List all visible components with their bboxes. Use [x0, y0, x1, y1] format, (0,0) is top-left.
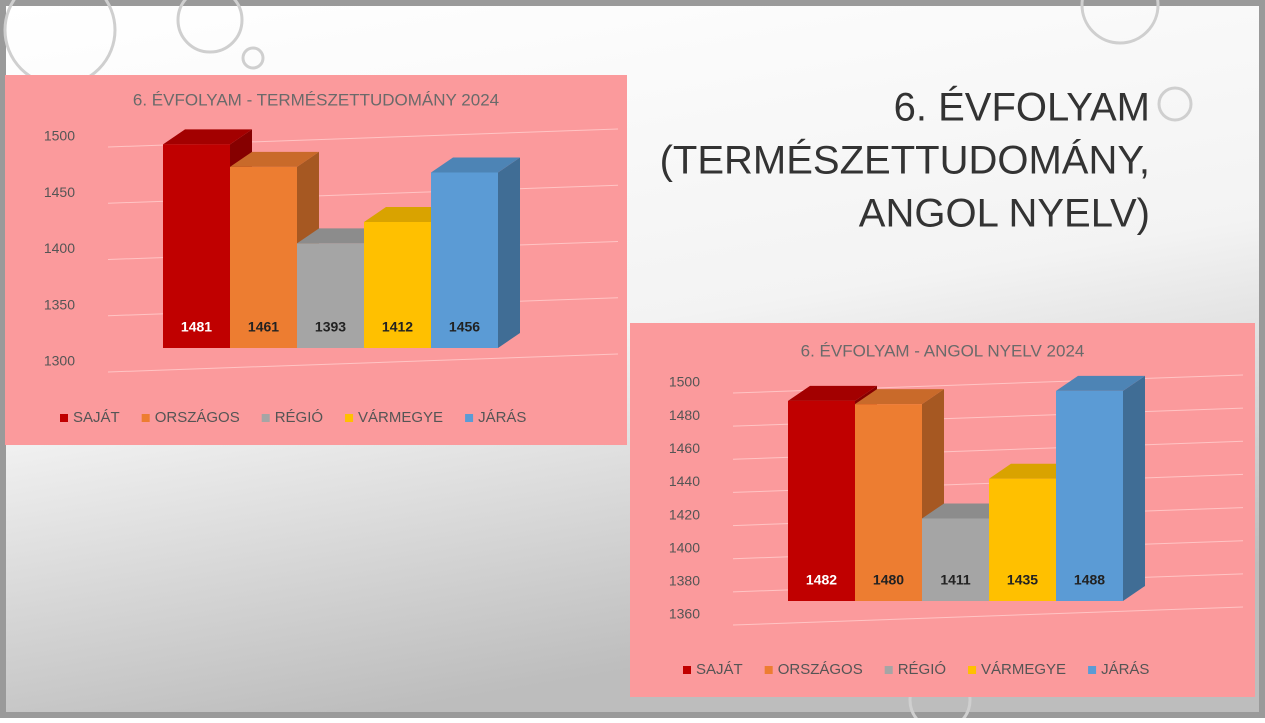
data-label: 1456 — [449, 319, 480, 335]
data-label: 1488 — [1074, 572, 1105, 588]
y-tick-label: 1420 — [669, 506, 700, 522]
legend-label: ORSZÁGOS — [778, 661, 863, 678]
bar — [989, 478, 1056, 601]
legend-swatch — [141, 414, 150, 422]
bar — [163, 144, 230, 348]
bar — [1056, 390, 1123, 601]
data-label: 1412 — [382, 319, 413, 335]
data-label: 1480 — [873, 572, 904, 588]
bar-top — [989, 463, 1078, 479]
y-tick-label: 1500 — [44, 128, 75, 144]
data-label: 1393 — [315, 319, 346, 335]
slide-title-line: ANGOL NYELV) — [859, 192, 1150, 236]
bar — [230, 166, 297, 348]
slide-title-line: 6. ÉVFOLYAM — [894, 85, 1150, 130]
chart-title: 6. ÉVFOLYAM - TERMÉSZETTUDOMÁNY 2024 — [133, 90, 499, 109]
y-tick-label: 1380 — [669, 573, 700, 589]
legend-label: RÉGIÓ — [898, 661, 946, 678]
legend-swatch — [345, 414, 354, 422]
legend-swatch — [60, 414, 68, 422]
slide-title-line: (TERMÉSZETTUDOMÁNY, — [660, 138, 1150, 183]
data-label: 1435 — [1007, 572, 1038, 588]
chart: 6. ÉVFOLYAM - TERMÉSZETTUDOMÁNY 2024 1300… — [5, 75, 627, 445]
data-label: 1482 — [806, 572, 837, 588]
bar-side — [1123, 375, 1145, 601]
bar — [788, 400, 855, 601]
y-tick-label: 1350 — [44, 296, 75, 312]
y-tick-label: 1480 — [669, 407, 700, 423]
legend-label: RÉGIÓ — [275, 409, 323, 426]
legend-swatch — [465, 414, 474, 422]
legend-label: JÁRÁS — [478, 409, 526, 426]
legend-label: VÁRMEGYE — [358, 409, 443, 426]
y-tick-label: 1440 — [669, 473, 700, 489]
slide-title: 6. ÉVFOLYAM (TERMÉSZETTUDOMÁNY, ANGOL NYEL… — [660, 85, 1150, 236]
y-tick-label: 1400 — [669, 539, 700, 555]
legend-label: ORSZÁGOS — [155, 409, 240, 426]
chart: 6. ÉVFOLYAM - ANGOL NYELV 2024 1360 1380 14… — [630, 323, 1255, 697]
bar-top — [1056, 375, 1145, 391]
bar — [922, 518, 989, 601]
legend-swatch — [764, 666, 773, 674]
data-label: 1411 — [940, 572, 971, 588]
legend-label: SAJÁT — [696, 661, 743, 678]
bar-top — [431, 157, 520, 173]
legend-swatch — [968, 666, 977, 674]
y-tick-label: 1460 — [669, 440, 700, 456]
bar-top — [855, 389, 944, 405]
legend-label: SAJÁT — [73, 409, 120, 426]
grid-line — [107, 353, 619, 373]
chart-title: 6. ÉVFOLYAM - ANGOL NYELV 2024 — [801, 341, 1085, 360]
bar-side — [498, 157, 520, 348]
y-tick-label: 1500 — [669, 374, 700, 390]
y-tick-label: 1360 — [669, 606, 700, 622]
legend-swatch — [1088, 666, 1097, 674]
bar — [364, 222, 431, 348]
bar-top — [364, 207, 453, 222]
legend-label: VÁRMEGYE — [981, 661, 1066, 678]
legend-swatch — [884, 666, 893, 674]
bar — [855, 404, 922, 601]
legend-swatch — [683, 666, 691, 674]
bar — [297, 243, 364, 348]
y-tick-label: 1450 — [44, 184, 75, 200]
bar-top — [297, 228, 386, 244]
bar — [431, 172, 498, 348]
grid-line — [732, 606, 1244, 626]
bar-top — [230, 151, 319, 167]
charts: 6. ÉVFOLYAM - TERMÉSZETTUDOMÁNY 2024 1300… — [5, 75, 1255, 697]
y-tick-label: 1300 — [44, 353, 75, 369]
y-tick-label: 1400 — [44, 240, 75, 256]
data-label: 1481 — [181, 319, 212, 335]
bar-top — [163, 129, 252, 145]
legend-swatch — [261, 414, 270, 422]
bar-top — [922, 503, 1011, 519]
bar-top — [788, 385, 877, 401]
data-label: 1461 — [248, 319, 279, 335]
legend-label: JÁRÁS — [1101, 661, 1149, 678]
